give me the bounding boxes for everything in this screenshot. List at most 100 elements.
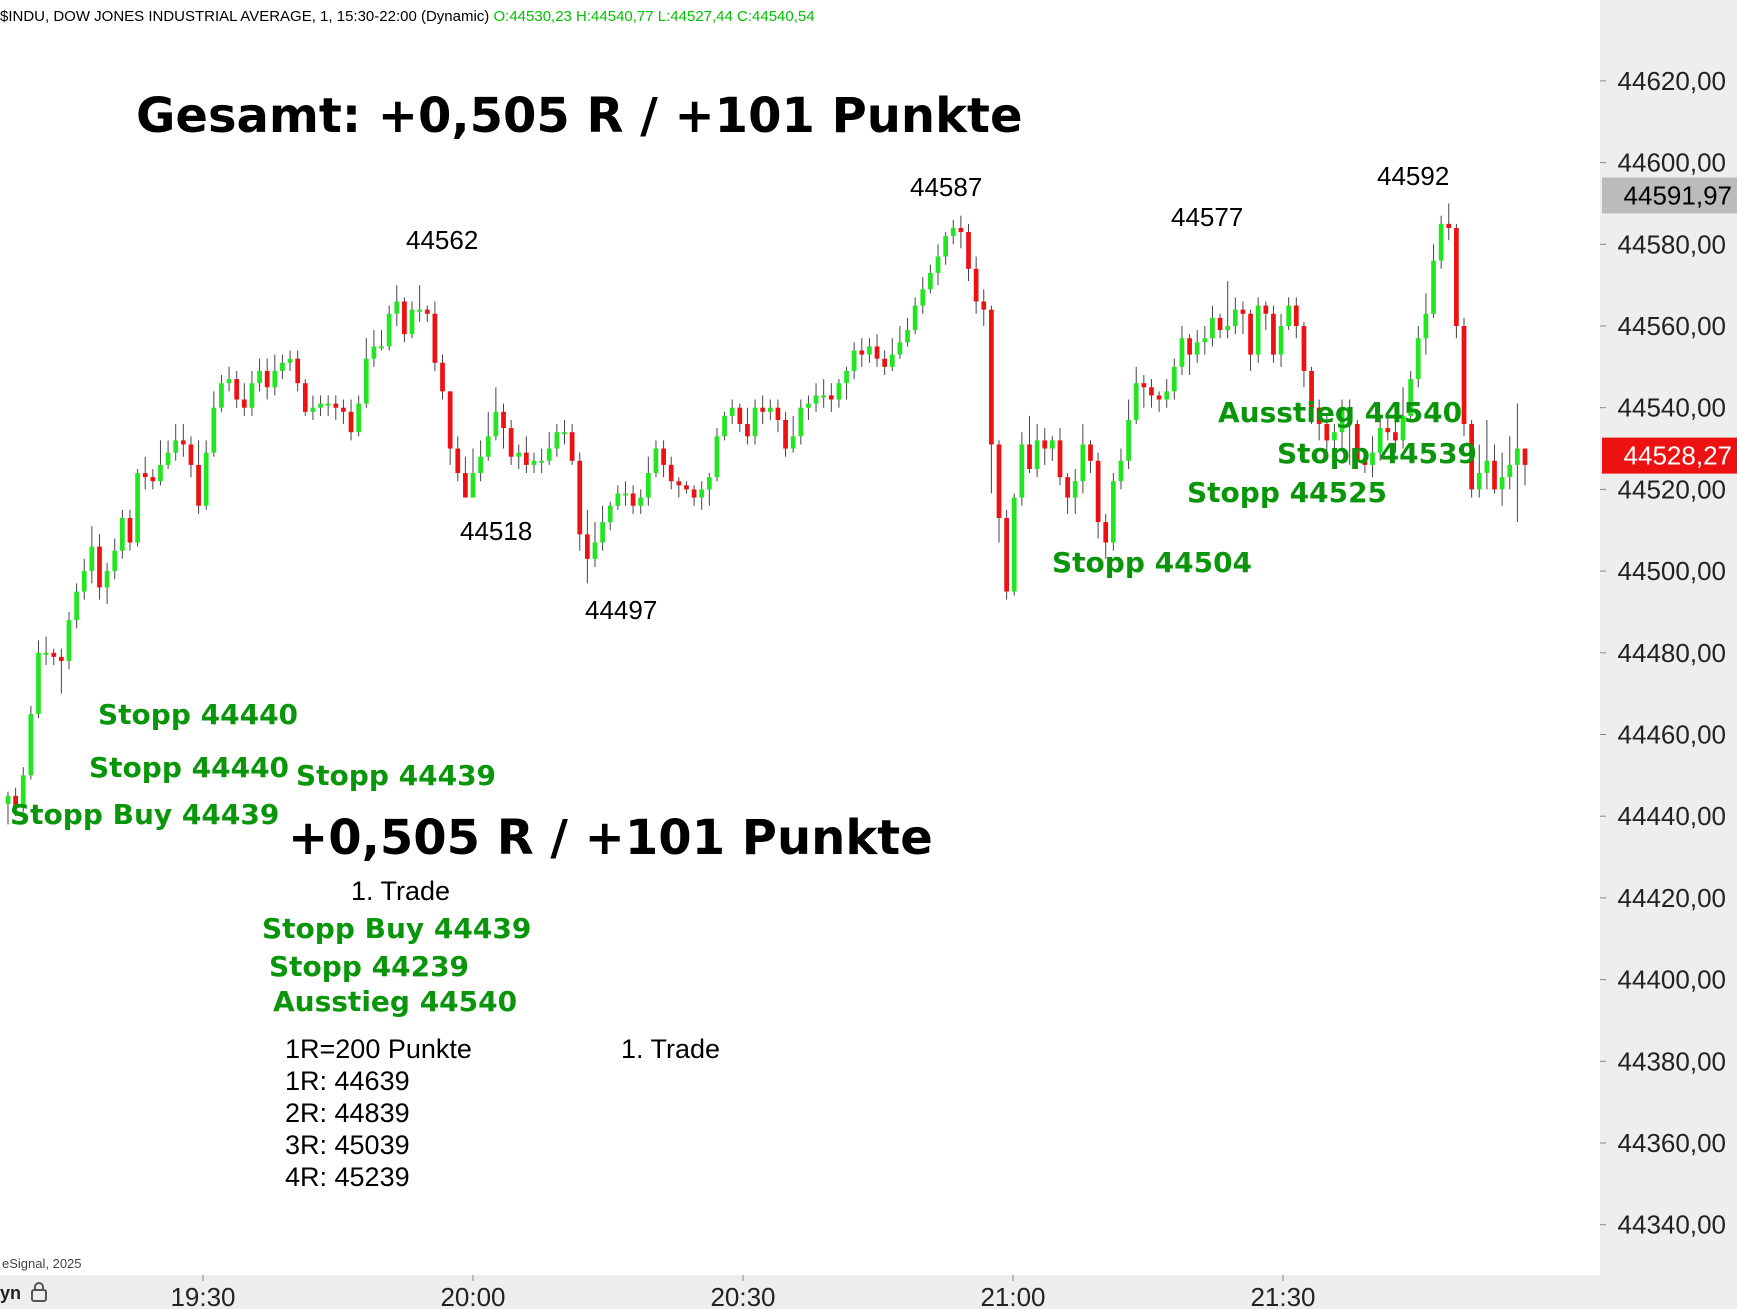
summary-stop-buy: Stopp Buy 44439 <box>262 912 532 945</box>
peak-label: 44592 <box>1377 161 1450 191</box>
candle <box>1370 436 1375 478</box>
candle <box>1080 424 1086 494</box>
candle <box>142 456 148 490</box>
candle-body <box>1271 313 1276 355</box>
candle-body <box>119 517 125 551</box>
candle <box>302 379 308 416</box>
candle <box>958 215 964 249</box>
candle <box>897 326 903 359</box>
candle <box>1042 428 1048 465</box>
candle-body <box>234 379 240 400</box>
candle <box>97 534 102 600</box>
candle <box>577 452 583 551</box>
candle <box>653 440 659 478</box>
candle <box>882 350 888 376</box>
candle-body <box>485 436 491 457</box>
candle <box>859 338 865 367</box>
candle <box>173 424 179 461</box>
candle-body <box>1507 464 1513 478</box>
candle-body <box>1133 383 1139 420</box>
candle <box>767 399 773 420</box>
candle <box>508 419 514 465</box>
candle-body <box>1057 440 1063 478</box>
candle <box>1225 281 1231 339</box>
candle-body <box>1126 419 1131 461</box>
candle <box>889 338 895 371</box>
lock-icon[interactable] <box>30 1281 47 1302</box>
candle-body <box>20 775 26 809</box>
candle-body <box>196 464 201 506</box>
candle-body <box>714 436 720 478</box>
candle-body <box>66 620 72 661</box>
candle <box>592 522 598 568</box>
candle <box>1408 370 1414 420</box>
candle-body <box>142 473 148 478</box>
candle <box>1400 387 1406 449</box>
candle-body <box>928 272 933 290</box>
candle-body <box>600 522 605 543</box>
candle-body <box>821 395 827 398</box>
candle-body <box>562 432 567 435</box>
candle-body <box>1088 444 1093 461</box>
candle <box>1179 326 1185 376</box>
candle <box>13 787 18 817</box>
candle-body <box>348 411 354 433</box>
stop-buy-label: Stopp Buy 44439 <box>10 798 280 831</box>
candle <box>287 350 293 371</box>
candle-body <box>569 432 575 461</box>
candle-body <box>5 795 11 804</box>
candle-body <box>470 473 476 498</box>
candle <box>1171 358 1177 400</box>
candle-body <box>97 546 102 588</box>
candle <box>1492 444 1497 494</box>
candle <box>363 338 369 408</box>
candle <box>1034 424 1040 478</box>
candle-body <box>1248 313 1253 355</box>
candle <box>722 411 727 441</box>
candle-body <box>889 354 895 367</box>
candle-body <box>775 407 781 420</box>
candle <box>1210 305 1215 347</box>
candle-body <box>584 534 590 559</box>
candle-body <box>1027 444 1032 469</box>
candle-body <box>1301 326 1307 371</box>
candle <box>1027 415 1032 474</box>
candle-body <box>645 473 651 498</box>
candle <box>180 424 186 457</box>
candle-body <box>379 346 384 349</box>
candle <box>58 648 64 694</box>
candle <box>112 538 118 580</box>
candle-body <box>1095 460 1101 523</box>
candle <box>546 432 552 465</box>
candle-body <box>851 350 857 371</box>
candle <box>943 232 949 265</box>
candle-body <box>302 383 308 412</box>
candle-body <box>737 407 743 425</box>
candle-body <box>760 407 766 412</box>
y-tick-label: 44420,00 <box>1618 883 1726 913</box>
candle <box>867 338 872 363</box>
candle <box>745 407 750 445</box>
stop-label: Stopp 44440 <box>89 751 290 784</box>
candle <box>584 509 590 584</box>
candle <box>165 440 171 469</box>
candle-body <box>249 383 255 408</box>
candle <box>531 452 537 474</box>
candle-body <box>1339 407 1345 433</box>
candle <box>569 424 575 465</box>
price-marker-label: 44528,27 <box>1624 441 1732 471</box>
candle <box>51 648 57 666</box>
candle-body <box>58 656 64 661</box>
candle <box>211 391 217 457</box>
candle <box>966 223 971 282</box>
candle <box>928 264 933 294</box>
candle-body <box>1217 317 1223 331</box>
candle <box>1278 313 1284 367</box>
candle-body <box>531 460 537 465</box>
candle <box>638 489 644 514</box>
candle <box>699 481 705 510</box>
candle <box>1103 513 1109 559</box>
candle <box>1354 419 1360 469</box>
candle <box>996 440 1002 543</box>
candle <box>203 440 209 510</box>
